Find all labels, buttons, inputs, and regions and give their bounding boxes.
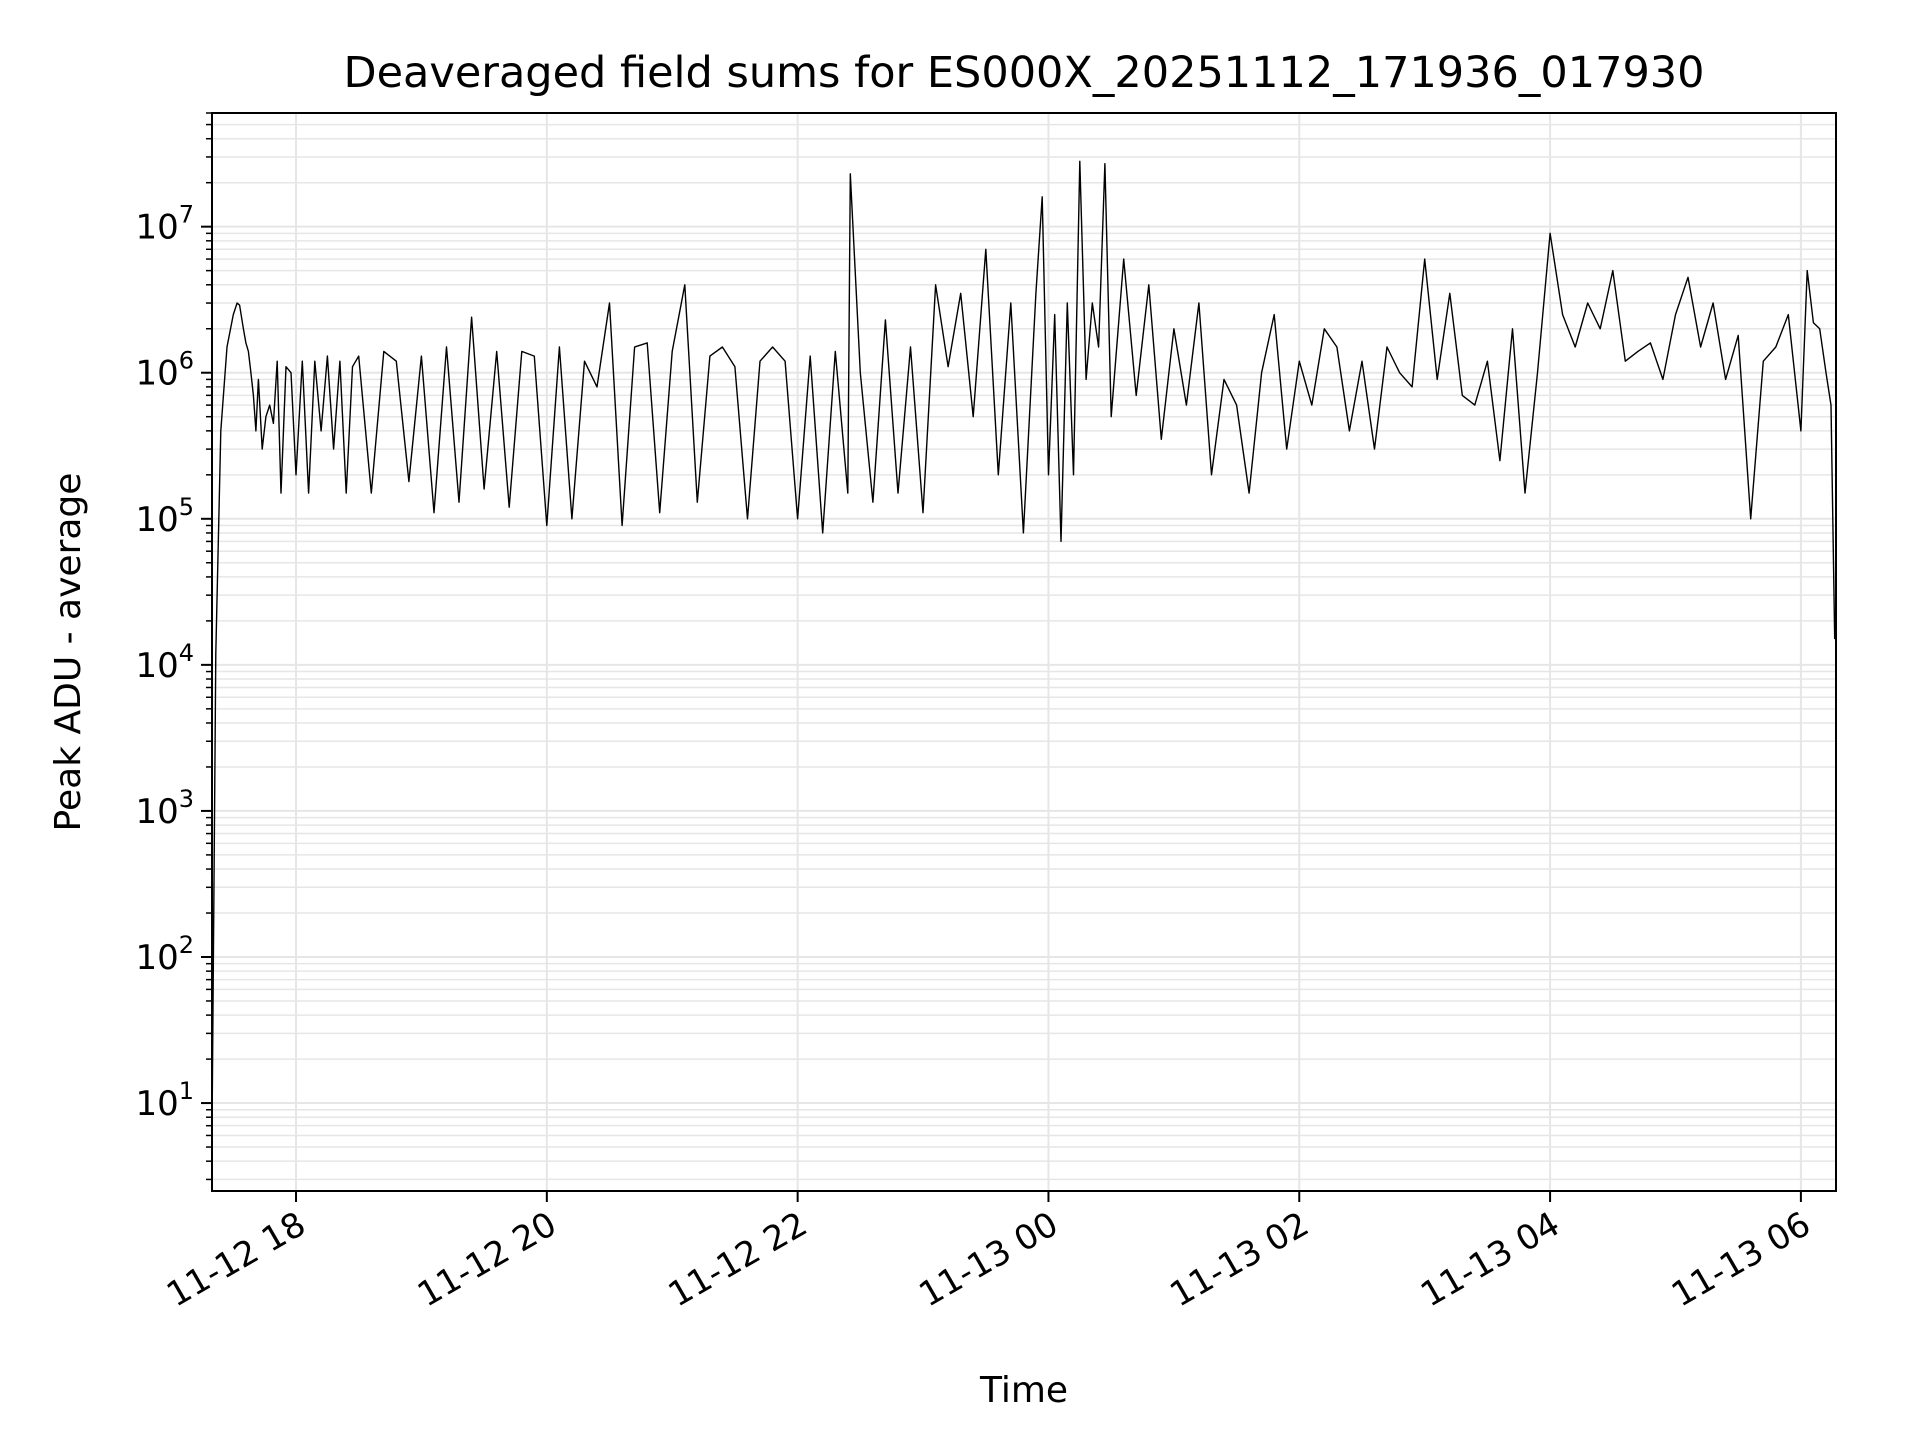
grid-major [212, 113, 1836, 1191]
y-tick-label: 106 [135, 347, 194, 394]
y-axis: 101 102 103 104 105 106 107 [135, 112, 212, 1181]
chart-title: Deaveraged field sums for ES000X_2025111… [343, 48, 1704, 98]
y-tick-label: 107 [135, 201, 194, 248]
x-axis-label: Time [979, 1370, 1068, 1411]
y-tick-label: 105 [135, 493, 194, 540]
series-line [211, 160, 1836, 1136]
y-tick-label: 103 [135, 785, 194, 832]
y-tick-label: 102 [135, 931, 194, 978]
y-tick-label: 101 [135, 1077, 194, 1124]
y-tick-label: 104 [135, 639, 194, 686]
y-axis-label: Peak ADU - average [48, 473, 89, 832]
grid-minor [212, 112, 1836, 1181]
plot-frame [211, 112, 1837, 1192]
